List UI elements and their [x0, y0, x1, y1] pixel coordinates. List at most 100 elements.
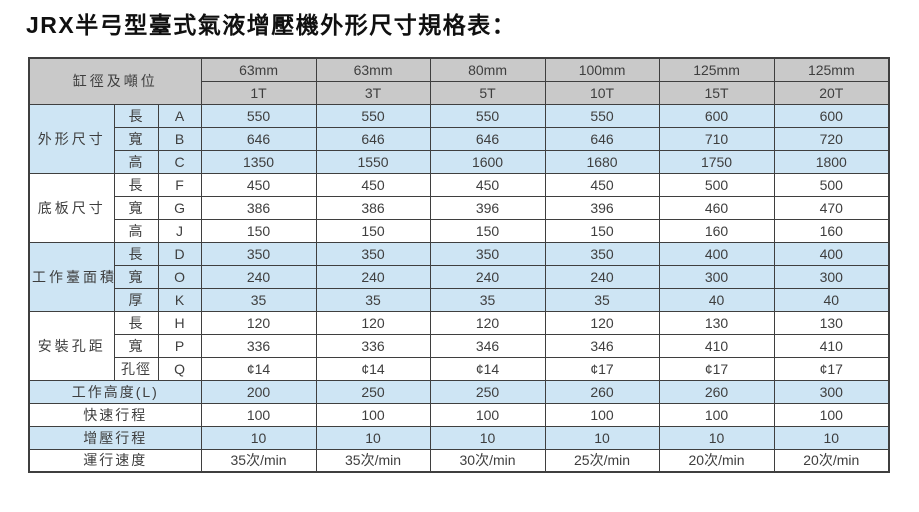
value-cell: 720 — [773, 126, 890, 151]
value-cell: 260 — [658, 379, 775, 404]
value-cell: 120 — [544, 310, 660, 335]
value-cell: 350 — [200, 241, 317, 266]
value-cell: 10 — [429, 425, 546, 450]
value-cell: 40 — [773, 287, 890, 312]
table-row: 寬 O 240 240 240 240 300 300 — [29, 264, 890, 289]
group-label-cell: 外形尺寸 — [28, 103, 115, 174]
header-row-tonnage: 1T 3T 5T 10T 15T 20T — [29, 80, 890, 105]
value-cell: 100 — [315, 402, 431, 427]
value-cell: 35次/min — [315, 448, 431, 473]
value-cell: 250 — [429, 379, 546, 404]
value-cell: 470 — [773, 195, 890, 220]
value-cell: 336 — [315, 333, 431, 358]
value-cell: 646 — [315, 126, 431, 151]
value-cell: 35 — [429, 287, 546, 312]
table-row: 運行速度 35次/min 35次/min 30次/min 25次/min 20次/min 2… — [28, 448, 890, 473]
code-cell: J — [157, 218, 202, 243]
value-cell: 150 — [544, 218, 660, 243]
value-cell: ¢17 — [773, 356, 890, 381]
value-cell: 1550 — [315, 149, 431, 174]
value-cell: 160 — [658, 218, 775, 243]
table-header: 缸徑及噸位 63mm 63mm 80mm 100mm 125mm 125mm 1T 3T 5T… — [28, 57, 890, 105]
spec-table: 缸徑及噸位 63mm 63mm 80mm 100mm 125mm 125mm 1T 3T 5T… — [28, 57, 891, 473]
value-cell: 25次/min — [544, 448, 660, 473]
value-cell: 35 — [544, 287, 660, 312]
footer-label-cell: 工作高度(L) — [28, 379, 202, 404]
value-cell: 450 — [429, 172, 546, 197]
value-cell: 396 — [544, 195, 660, 220]
value-cell: 120 — [315, 310, 431, 335]
value-cell: 386 — [200, 195, 317, 220]
code-cell: Q — [157, 356, 202, 381]
value-cell: 150 — [315, 218, 431, 243]
value-cell: 336 — [200, 333, 317, 358]
table-row: 孔徑 Q ¢14 ¢14 ¢14 ¢17 ¢17 ¢17 — [29, 356, 890, 381]
value-cell: 200 — [200, 379, 317, 404]
bore-header-cell: 125mm — [773, 57, 890, 82]
value-cell: 1800 — [773, 149, 890, 174]
value-cell: ¢14 — [429, 356, 546, 381]
value-cell: 250 — [315, 379, 431, 404]
code-cell: C — [157, 149, 202, 174]
table-row: 安裝孔距長 H 120 120 120 120 130 130 — [28, 310, 890, 381]
value-cell: 350 — [429, 241, 546, 266]
table-row: 厚 K 35 35 35 35 40 40 — [29, 287, 890, 312]
value-cell: 350 — [315, 241, 431, 266]
dimension-label-cell: 寬 — [113, 195, 159, 220]
corner-header-cell: 缸徑及噸位 — [28, 57, 202, 105]
value-cell: 300 — [658, 264, 775, 289]
value-cell: 130 — [658, 310, 775, 335]
value-cell: 100 — [544, 402, 660, 427]
value-cell: ¢17 — [544, 356, 660, 381]
value-cell: 710 — [658, 126, 775, 151]
table-row: 增壓行程 10 10 10 10 10 10 — [28, 425, 890, 450]
tonnage-header-cell: 1T — [200, 80, 317, 105]
value-cell: 550 — [429, 103, 546, 128]
code-cell: B — [157, 126, 202, 151]
value-cell: 300 — [773, 264, 890, 289]
value-cell: 240 — [544, 264, 660, 289]
table-row: 外形尺寸長 A 550 550 550 550 600 600 — [28, 103, 890, 174]
bore-header-cell: 100mm — [544, 57, 660, 82]
code-cell: D — [157, 241, 202, 266]
table-row: 高 C 1350 1550 1600 1680 1750 1800 — [29, 149, 890, 174]
value-cell: 400 — [658, 241, 775, 266]
group-label-cell: 底板尺寸 — [28, 172, 115, 243]
tonnage-header-cell: 5T — [429, 80, 546, 105]
value-cell: 646 — [544, 126, 660, 151]
value-cell: 646 — [200, 126, 317, 151]
value-cell: 1680 — [544, 149, 660, 174]
tonnage-header-cell: 3T — [315, 80, 431, 105]
dimension-label-cell: 長 — [113, 103, 159, 128]
table-body: 外形尺寸長 A 550 550 550 550 600 600 寬 B 646 646 646 646 71… — [28, 103, 890, 473]
value-cell: 100 — [658, 402, 775, 427]
value-cell: 396 — [429, 195, 546, 220]
value-cell: 100 — [773, 402, 890, 427]
value-cell: 160 — [773, 218, 890, 243]
value-cell: 1350 — [200, 149, 317, 174]
tonnage-header-cell: 15T — [658, 80, 775, 105]
value-cell: 150 — [200, 218, 317, 243]
dimension-label-cell: 寬 — [113, 333, 159, 358]
value-cell: 120 — [200, 310, 317, 335]
tonnage-header-cell: 20T — [773, 80, 890, 105]
code-cell: P — [157, 333, 202, 358]
bore-header-cell: 63mm — [315, 57, 431, 82]
value-cell: ¢14 — [200, 356, 317, 381]
value-cell: 240 — [200, 264, 317, 289]
code-cell: A — [157, 103, 202, 128]
bore-header-cell: 63mm — [200, 57, 317, 82]
group-label-cell: 安裝孔距 — [28, 310, 115, 381]
footer-label-cell: 快速行程 — [28, 402, 202, 427]
value-cell: 40 — [658, 287, 775, 312]
value-cell: 35 — [315, 287, 431, 312]
table-row: 工作臺面積長 D 350 350 350 350 400 400 — [28, 241, 890, 312]
code-cell: K — [157, 287, 202, 312]
value-cell: 450 — [544, 172, 660, 197]
value-cell: 550 — [315, 103, 431, 128]
value-cell: 130 — [773, 310, 890, 335]
dimension-label-cell: 高 — [113, 218, 159, 243]
value-cell: 260 — [544, 379, 660, 404]
footer-label-cell: 運行速度 — [28, 448, 202, 473]
table-row: 快速行程 100 100 100 100 100 100 — [28, 402, 890, 427]
